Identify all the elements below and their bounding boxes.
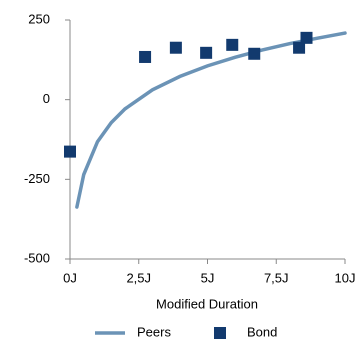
x-tick-label: 0J [63,270,77,285]
bond-marker [300,31,313,44]
legend-marker [214,327,226,339]
y-tick-label: 250 [28,11,50,26]
y-tick-label: -500 [24,250,50,265]
x-axis-label: Modified Duration [156,296,258,311]
x-tick-label: 7,5J [264,270,289,285]
y-tick-label: 0 [43,91,50,106]
y-tick-label: -250 [24,171,50,186]
x-tick-label: 10J [335,270,356,285]
peers-line [75,31,347,209]
bond-marker [139,50,152,63]
bond-marker [293,41,306,54]
bond-marker [200,46,213,59]
x-tick-label: 5J [201,270,215,285]
bond-marker [169,41,182,54]
legend-label: Bond [247,324,277,339]
bond-marker [64,145,76,158]
bond-marker [248,47,261,60]
legend-label: Peers [137,324,171,339]
bond-marker [226,38,239,51]
x-tick-label: 2,5J [126,270,151,285]
